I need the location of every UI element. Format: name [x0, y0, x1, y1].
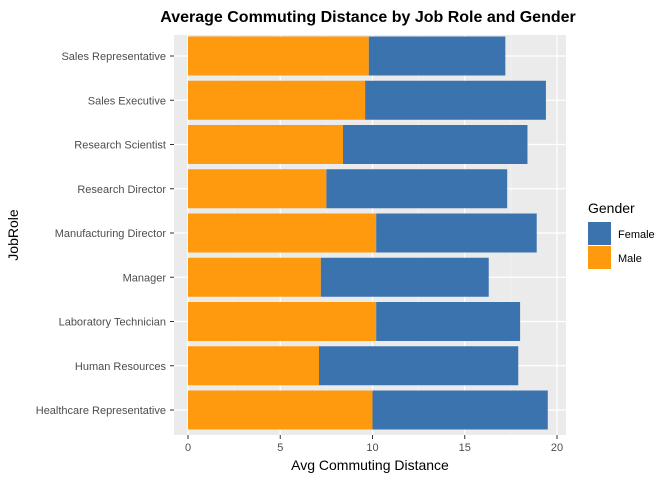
y-axis: Healthcare Representative Human Resources…	[36, 51, 174, 417]
bar-female	[376, 302, 521, 341]
y-tick-label: Sales Executive	[88, 95, 166, 107]
y-tick-label: Research Director	[77, 184, 166, 196]
y-axis-title: JobRole	[5, 209, 21, 261]
legend-key-female	[588, 222, 611, 245]
bar-male	[188, 80, 366, 120]
bar-female	[365, 80, 546, 120]
legend-key-male	[588, 246, 611, 269]
x-tick-label: 10	[366, 442, 378, 454]
bar-male	[188, 36, 369, 76]
y-tick-label: Laboratory Technician	[59, 317, 166, 329]
x-tick-label: 15	[459, 442, 471, 454]
bar-male	[188, 390, 373, 430]
bar-male	[188, 346, 319, 386]
x-tick-label: 20	[551, 442, 563, 454]
bar-male	[188, 302, 377, 341]
bar-male	[188, 257, 321, 297]
legend-title: Gender	[588, 200, 635, 216]
x-axis: 0 5 10 15 20	[185, 435, 563, 454]
bar-female	[368, 36, 506, 76]
legend-label-male: Male	[618, 253, 642, 265]
y-tick-label: Research Scientist	[74, 140, 166, 152]
x-tick-label: 0	[185, 442, 191, 454]
bar-female	[342, 125, 528, 164]
bar-male	[188, 169, 327, 209]
bar-female	[320, 257, 489, 297]
chart-title: Average Commuting Distance by Job Role a…	[160, 9, 576, 26]
y-tick-label: Manufacturing Director	[55, 228, 167, 240]
y-tick-label: Sales Representative	[61, 51, 166, 63]
bar-female	[318, 346, 519, 386]
bar-male	[188, 213, 377, 253]
x-tick-label: 5	[277, 442, 283, 454]
y-tick-label: Manager	[123, 272, 167, 284]
y-tick-label: Human Resources	[75, 361, 167, 373]
x-axis-title: Avg Commuting Distance	[291, 457, 449, 473]
legend-label-female: Female	[618, 229, 655, 241]
legend: Gender Female Male	[588, 200, 655, 269]
bar-female	[326, 169, 508, 209]
bar-male	[188, 125, 343, 164]
bar-female	[372, 390, 548, 430]
y-tick-label: Healthcare Representative	[36, 405, 166, 417]
bars	[188, 36, 548, 430]
bar-female	[376, 213, 537, 253]
